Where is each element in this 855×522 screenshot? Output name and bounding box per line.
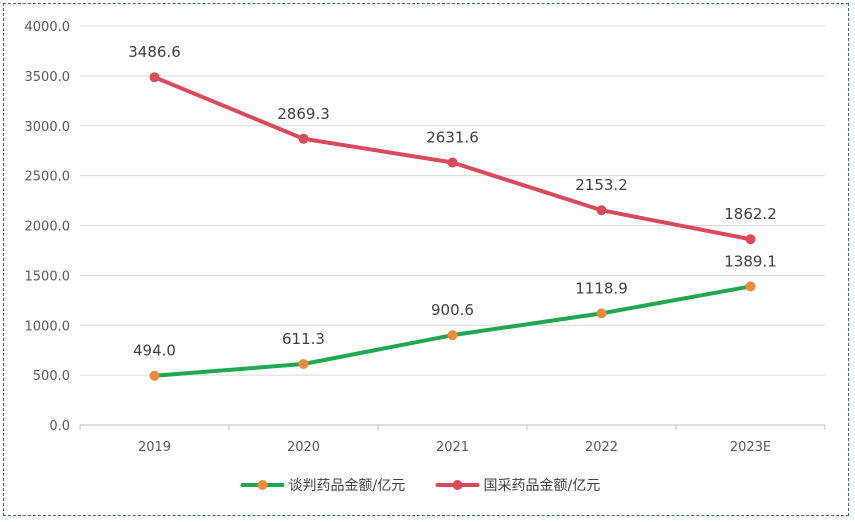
legend-label: 谈判药品金额/亿元 (289, 478, 406, 494)
legend: 谈判药品金额/亿元 国采药品金额/亿元 (240, 478, 601, 494)
data-point (745, 281, 756, 292)
data-point (447, 157, 458, 168)
data-point (298, 133, 309, 144)
gridlines (80, 25, 825, 376)
legend-marker (452, 480, 463, 490)
data-label: 494.0 (133, 342, 176, 360)
data-point (447, 330, 458, 341)
data-point (149, 72, 160, 83)
x-tick-label: 2020 (287, 440, 320, 455)
x-tick-label: 2021 (436, 440, 469, 455)
chart-frame (3, 3, 849, 516)
data-label: 611.3 (282, 330, 325, 348)
data-label: 1389.1 (724, 252, 777, 270)
x-tick-label: 2023E (730, 440, 771, 455)
data-label: 2153.2 (575, 176, 628, 194)
legend-marker (257, 480, 268, 490)
x-tick-label: 2022 (585, 440, 618, 455)
y-tick-label: 3500.0 (25, 70, 71, 85)
y-tick-label: 3000.0 (25, 120, 71, 135)
y-tick-label: 2000.0 (25, 220, 71, 235)
axes: 0.0 500.0 1000.0 1500.0 2000.0 2500.0 3000.0 35… (25, 20, 826, 455)
data-label: 2869.3 (277, 105, 330, 123)
y-tick-label: 2500.0 (25, 170, 71, 185)
y-tick-label: 1500.0 (25, 269, 71, 284)
y-tick-label: 500.0 (33, 369, 70, 384)
y-tick-label: 4000.0 (25, 20, 71, 35)
data-point (596, 205, 607, 216)
data-point (596, 308, 607, 319)
series-lines (149, 72, 756, 381)
y-tick-label: 0.0 (49, 419, 70, 434)
data-label: 3486.6 (128, 43, 181, 61)
data-label: 2631.6 (426, 128, 479, 146)
data-labels: 494.0 611.3 900.6 1118.9 1389.1 3486.6 2869.3 2… (128, 43, 777, 360)
data-point (298, 359, 309, 370)
data-label: 900.6 (431, 301, 474, 319)
data-point (149, 370, 160, 381)
legend-label: 国采药品金额/亿元 (484, 478, 601, 494)
data-label: 1118.9 (575, 279, 628, 297)
x-tick-label: 2019 (138, 440, 171, 455)
y-tick-label: 1000.0 (25, 319, 71, 334)
data-label: 1862.2 (724, 205, 777, 223)
data-point (745, 234, 756, 245)
